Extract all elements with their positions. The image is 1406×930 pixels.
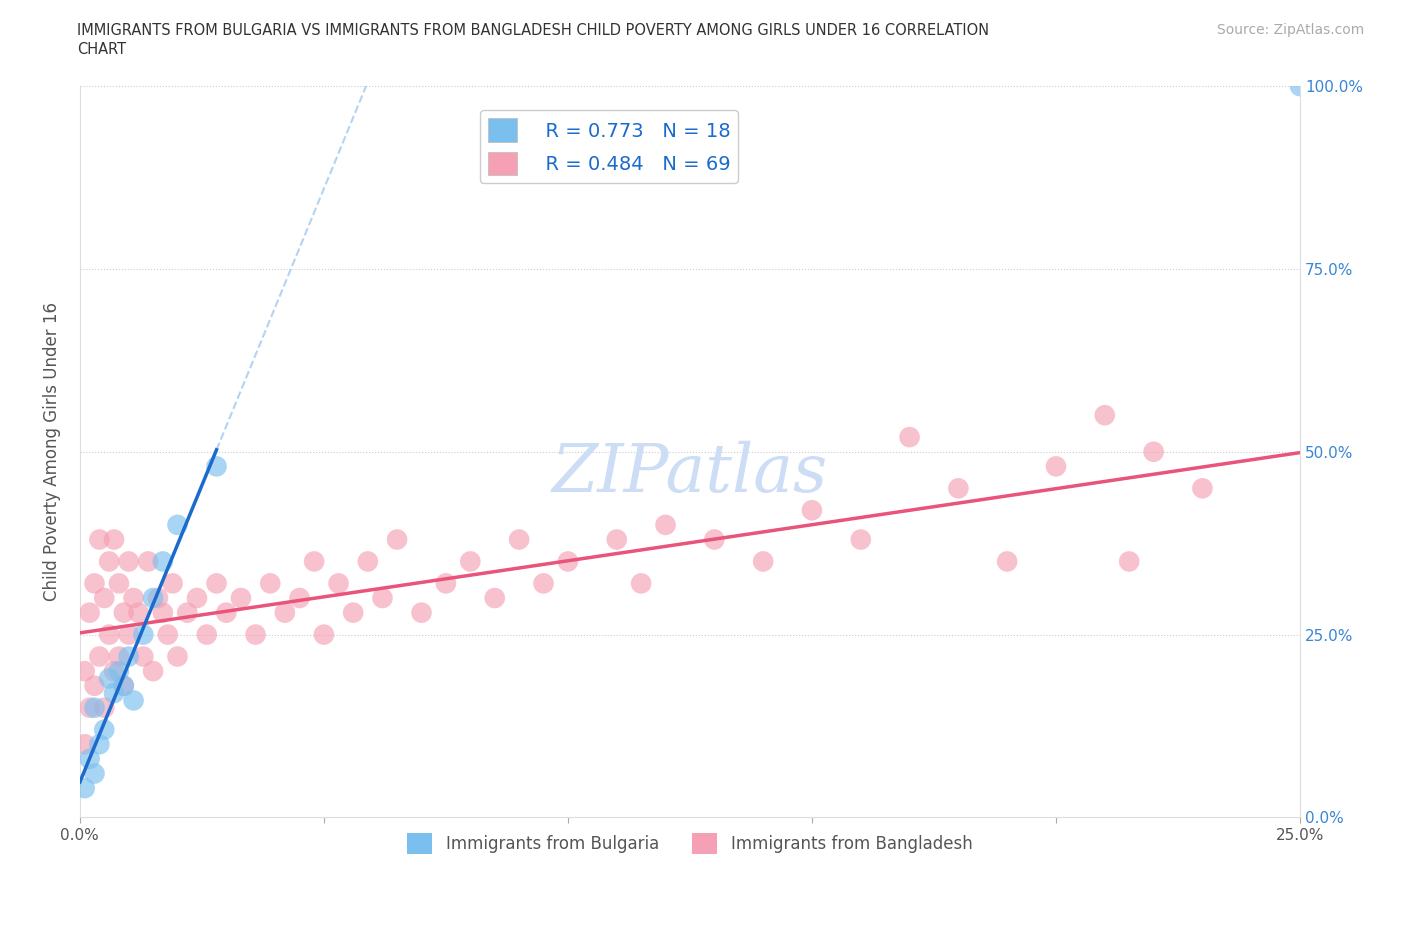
Point — [89, 737, 111, 751]
Point — [83, 700, 105, 715]
Point — [103, 532, 125, 547]
Point — [93, 723, 115, 737]
Point — [259, 576, 281, 591]
Point — [484, 591, 506, 605]
Point — [98, 671, 121, 686]
Point — [630, 576, 652, 591]
Point — [146, 591, 169, 605]
Point — [606, 532, 628, 547]
Point — [274, 605, 297, 620]
Point — [112, 605, 135, 620]
Point — [995, 554, 1018, 569]
Point — [83, 576, 105, 591]
Point — [342, 605, 364, 620]
Point — [93, 591, 115, 605]
Point — [122, 693, 145, 708]
Point — [385, 532, 408, 547]
Point — [1142, 445, 1164, 459]
Point — [112, 678, 135, 693]
Point — [229, 591, 252, 605]
Text: IMMIGRANTS FROM BULGARIA VS IMMIGRANTS FROM BANGLADESH CHILD POVERTY AMONG GIRLS: IMMIGRANTS FROM BULGARIA VS IMMIGRANTS F… — [77, 23, 990, 38]
Point — [328, 576, 350, 591]
Point — [79, 700, 101, 715]
Point — [1118, 554, 1140, 569]
Point — [1191, 481, 1213, 496]
Point — [508, 532, 530, 547]
Point — [176, 605, 198, 620]
Point — [195, 627, 218, 642]
Point — [288, 591, 311, 605]
Point — [186, 591, 208, 605]
Point — [118, 627, 141, 642]
Point — [89, 649, 111, 664]
Point — [108, 664, 131, 679]
Point — [357, 554, 380, 569]
Point — [557, 554, 579, 569]
Point — [898, 430, 921, 445]
Point — [654, 517, 676, 532]
Point — [103, 664, 125, 679]
Point — [302, 554, 325, 569]
Point — [118, 554, 141, 569]
Point — [245, 627, 267, 642]
Point — [215, 605, 238, 620]
Point — [152, 605, 174, 620]
Point — [703, 532, 725, 547]
Point — [73, 780, 96, 795]
Point — [1289, 79, 1312, 94]
Point — [93, 700, 115, 715]
Point — [73, 737, 96, 751]
Point — [89, 532, 111, 547]
Point — [73, 664, 96, 679]
Text: ZIPatlas: ZIPatlas — [551, 441, 828, 506]
Point — [118, 649, 141, 664]
Point — [434, 576, 457, 591]
Y-axis label: Child Poverty Among Girls Under 16: Child Poverty Among Girls Under 16 — [44, 302, 60, 602]
Point — [460, 554, 482, 569]
Point — [166, 517, 188, 532]
Point — [205, 458, 228, 473]
Point — [166, 649, 188, 664]
Point — [108, 649, 131, 664]
Point — [800, 503, 823, 518]
Point — [98, 554, 121, 569]
Point — [132, 627, 155, 642]
Text: Source: ZipAtlas.com: Source: ZipAtlas.com — [1216, 23, 1364, 37]
Point — [533, 576, 555, 591]
Point — [98, 627, 121, 642]
Point — [112, 678, 135, 693]
Point — [1094, 407, 1116, 422]
Point — [79, 605, 101, 620]
Point — [948, 481, 970, 496]
Point — [411, 605, 433, 620]
Point — [371, 591, 394, 605]
Point — [132, 649, 155, 664]
Point — [142, 591, 165, 605]
Text: CHART: CHART — [77, 42, 127, 57]
Point — [752, 554, 775, 569]
Point — [127, 605, 149, 620]
Point — [108, 576, 131, 591]
Point — [156, 627, 179, 642]
Point — [205, 576, 228, 591]
Point — [152, 554, 174, 569]
Point — [83, 766, 105, 781]
Point — [122, 591, 145, 605]
Point — [312, 627, 335, 642]
Point — [849, 532, 872, 547]
Legend: Immigrants from Bulgaria, Immigrants from Bangladesh: Immigrants from Bulgaria, Immigrants fro… — [401, 827, 979, 860]
Point — [1045, 458, 1067, 473]
Point — [83, 678, 105, 693]
Point — [103, 685, 125, 700]
Point — [162, 576, 184, 591]
Point — [136, 554, 159, 569]
Point — [79, 751, 101, 766]
Point — [142, 664, 165, 679]
